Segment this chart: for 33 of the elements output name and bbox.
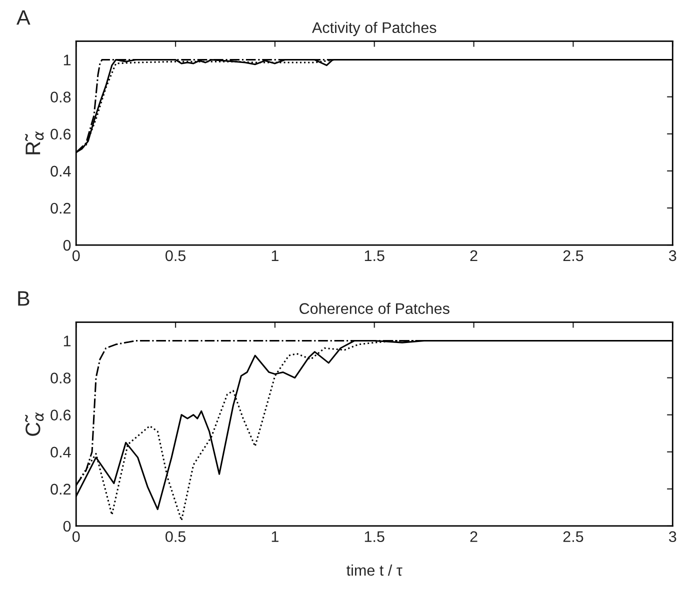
x-tick-label: 1.5 xyxy=(364,250,384,262)
y-tick-label: 0.8 xyxy=(50,92,71,102)
x-tick-label: 0 xyxy=(72,531,80,542)
y-tick-label: 0.2 xyxy=(50,202,70,214)
chart-title: Coherence of Patches xyxy=(300,302,450,314)
x-axis-title: time t / τ xyxy=(346,564,402,576)
y-tick-label: 0.8 xyxy=(50,372,71,384)
x-tick-label: 2.5 xyxy=(563,531,584,542)
y-tick-label: 0.6 xyxy=(50,128,71,140)
y-tick-label: 0 xyxy=(63,240,71,251)
x-tick-label: 0.5 xyxy=(166,250,186,262)
y-tick-label: 0.6 xyxy=(50,410,71,421)
y-tick-label: 0 xyxy=(63,520,71,532)
x-tick-label: 0.5 xyxy=(166,531,186,542)
x-tick-label: 2.5 xyxy=(563,250,584,262)
x-tick-label: 3 xyxy=(668,250,676,262)
x-tick-label: 1.5 xyxy=(364,531,384,542)
x-tick-label: 1 xyxy=(272,250,278,261)
y-axis-title: C̃$_{α}$ xyxy=(25,412,44,436)
x-tick-label: 2 xyxy=(470,250,478,261)
x-tick-label: 3 xyxy=(668,531,676,542)
y-tick-label: 0.4 xyxy=(50,166,71,177)
y-tick-label: 0.2 xyxy=(50,484,70,495)
y-tick-label: 0.4 xyxy=(50,446,71,458)
text: B xyxy=(18,291,30,306)
y-tick-label: 1 xyxy=(64,54,71,66)
x-tick-label: 2 xyxy=(470,531,478,542)
text: A xyxy=(16,10,30,25)
y-tick-label: 1 xyxy=(64,336,71,346)
chart-title: Activity of Patches xyxy=(312,22,436,36)
x-tick-label: 1 xyxy=(272,531,278,542)
y-axis-title: R̃$_{α}$ xyxy=(25,131,44,154)
x-tick-label: 0 xyxy=(72,250,80,262)
